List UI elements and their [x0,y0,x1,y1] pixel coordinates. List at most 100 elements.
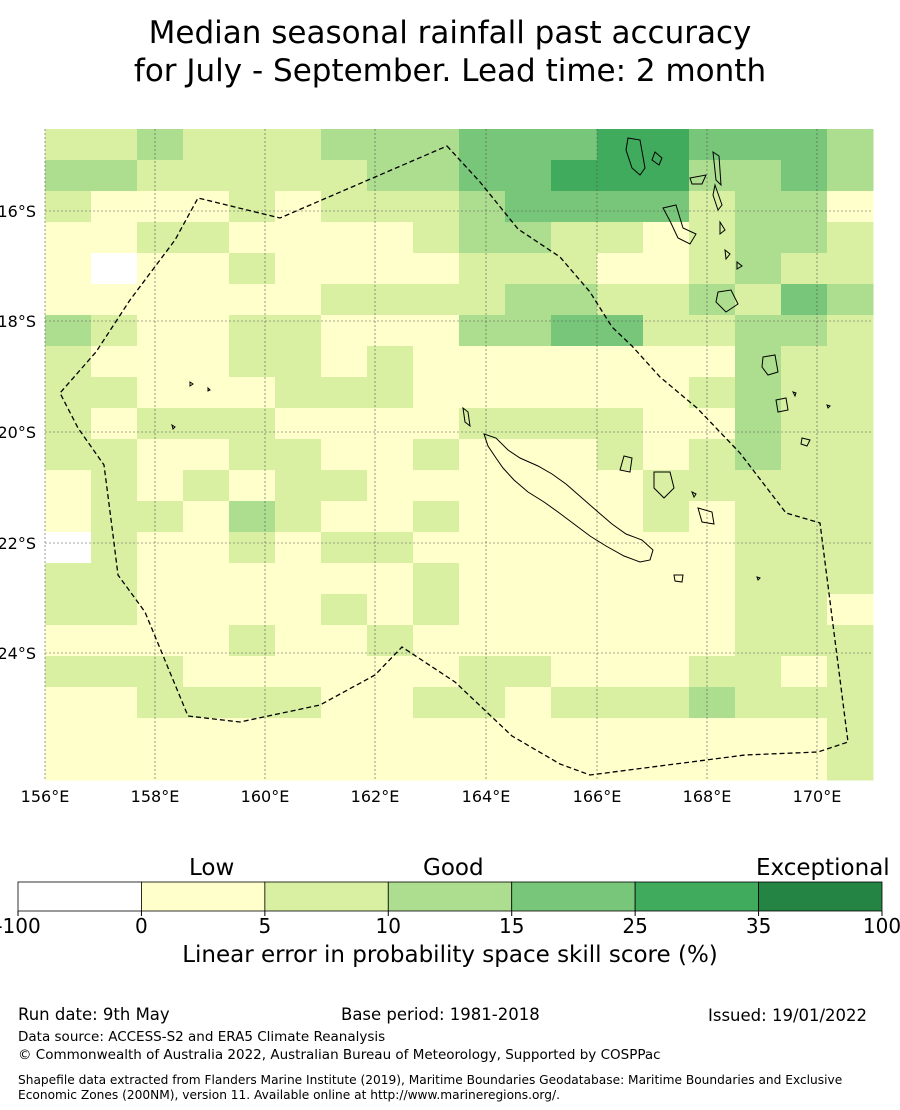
grid-cell [413,532,460,564]
grid-cell [643,408,690,440]
grid-cell [91,749,138,781]
grid-cell [275,253,322,285]
grid-cell [827,656,874,688]
grid-cell [367,253,414,285]
grid-cell [551,129,598,161]
grid-cell [321,718,368,750]
grid-cell [689,687,736,719]
grid-cell [413,439,460,471]
run-date: Run date: 9th May [18,1005,170,1024]
grid-cell [183,563,230,595]
grid-cell [45,408,92,440]
grid-cell [597,687,644,719]
grid-cell [827,687,874,719]
shapefile-credit: Shapefile data extracted from Flanders M… [18,1073,843,1102]
grid-cell [689,625,736,657]
grid-cell [505,625,552,657]
grid-cell [367,284,414,316]
grid-cell [413,656,460,688]
grid-cell [781,718,828,750]
grid-cell [321,222,368,254]
grid-cell [137,160,184,192]
grid-cell [781,501,828,533]
grid-cell [505,532,552,564]
grid-cell [505,470,552,502]
new-caledonia-island [483,433,654,563]
grid-cell [45,656,92,688]
grid-cell [183,687,230,719]
grid-cell [367,346,414,378]
grid-cell [781,470,828,502]
colorbar: -100 0 5 10 15 25 35 100 [0,881,900,938]
grid-cell [551,532,598,564]
grid-cell [183,315,230,347]
grid-cell [643,687,690,719]
grid-cell [597,191,644,223]
latitude-label: 24°S [0,644,36,663]
grid-cell [137,129,184,161]
grid-cell [735,160,782,192]
grid-cell [459,129,506,161]
grid-cell [827,253,874,285]
colorbar-tick-label: 0 [135,914,148,938]
grid-cell [91,191,138,223]
grid-cell [183,191,230,223]
grid-cell [229,284,276,316]
grid-cell [827,470,874,502]
grid-cell [781,377,828,409]
grid-cell [229,718,276,750]
grid-cell [321,749,368,781]
grid-cell [459,408,506,440]
grid-cell [321,160,368,192]
grid-cell [91,687,138,719]
grid-cell [413,160,460,192]
grid-cell [735,284,782,316]
grid-cell [45,594,92,626]
grid-cell [459,377,506,409]
data-source: Data source: ACCESS-S2 and ERA5 Climate … [18,1029,386,1045]
grid-cell [505,191,552,223]
grid-cell [137,594,184,626]
grid-cell [91,718,138,750]
grid-cell [551,222,598,254]
grid-cell [229,222,276,254]
grid-cell [643,222,690,254]
grid-cell [229,656,276,688]
grid-cell [827,532,874,564]
grid-cell [137,563,184,595]
longitude-label: 158°E [131,787,180,806]
grid-cell [367,160,414,192]
grid-cell [459,501,506,533]
grid-cell [183,346,230,378]
grid-cell [643,501,690,533]
grid-cell [781,749,828,781]
grid-cell [735,625,782,657]
grid-cell [459,284,506,316]
grid-cell [367,129,414,161]
grid-cell [91,346,138,378]
grid-cell [643,129,690,161]
grid-cell [735,563,782,595]
grid-cell [321,191,368,223]
grid-cell [689,222,736,254]
grid-cell [781,129,828,161]
grid-cell [413,470,460,502]
grid-cell [413,718,460,750]
grid-cell [827,501,874,533]
grid-cell [459,160,506,192]
grid-cell [45,129,92,161]
grid-cell [321,594,368,626]
grid-cell [91,594,138,626]
grid-cell [137,408,184,440]
grid-cell [735,501,782,533]
grid-cell [597,346,644,378]
longitude-label: 168°E [683,787,732,806]
colorbar-swatch [17,881,142,912]
grid-cell [505,749,552,781]
grid-cell [689,501,736,533]
grid-cell [735,439,782,471]
grid-cell [91,439,138,471]
grid-cell [45,160,92,192]
grid-cell [91,501,138,533]
grid-cell [367,191,414,223]
